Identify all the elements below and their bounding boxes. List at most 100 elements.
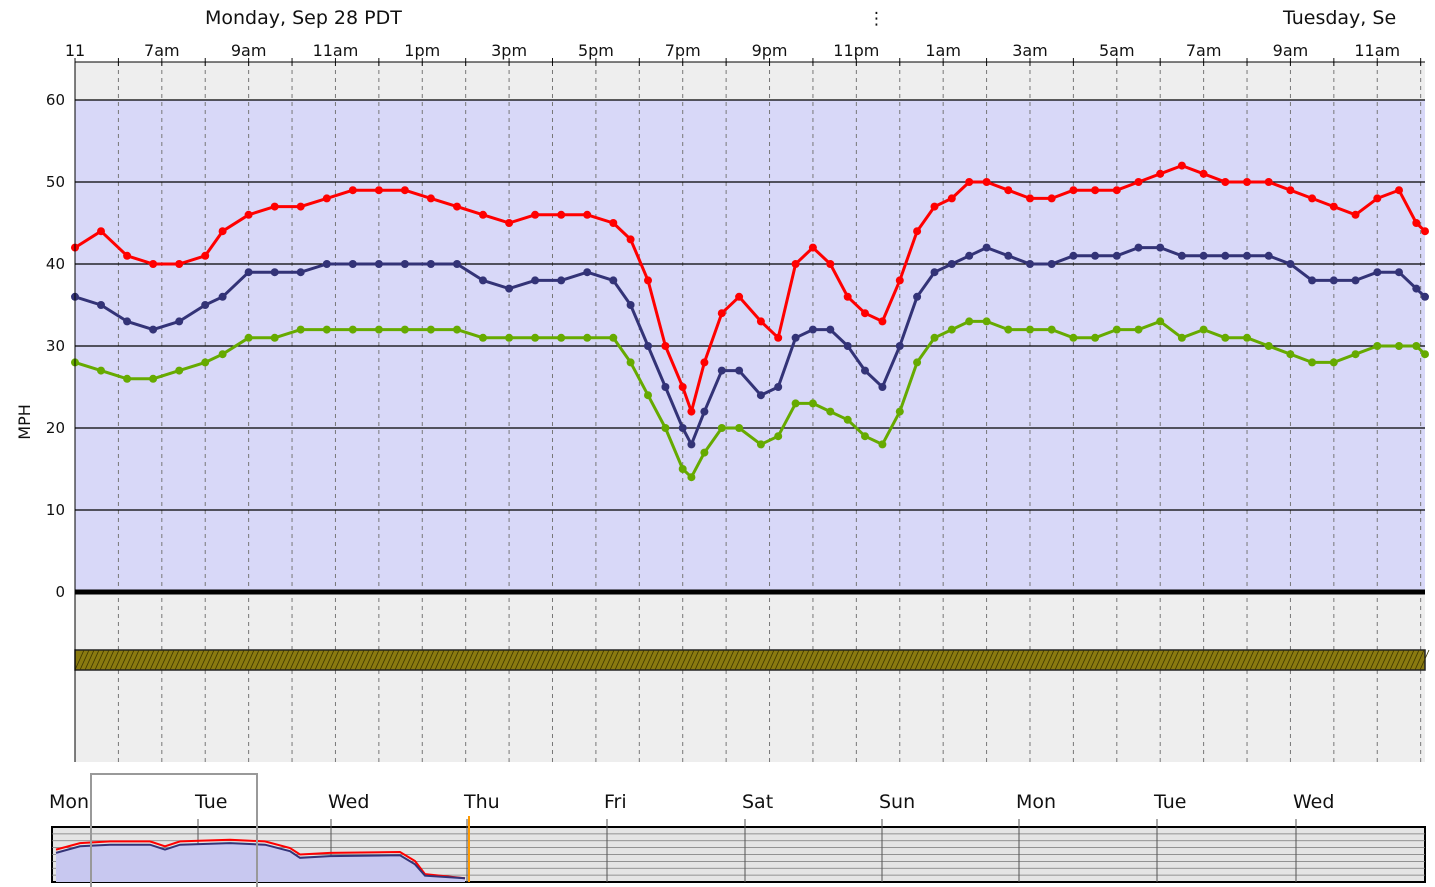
- direction-hatch: [1069, 649, 1080, 671]
- direction-hatch: [734, 649, 745, 671]
- data-point-average: [808, 325, 817, 334]
- direction-hatch: [889, 649, 900, 671]
- direction-hatch: [499, 649, 510, 671]
- direction-hatch: [754, 649, 765, 671]
- data-point-gust: [400, 186, 409, 195]
- direction-hatch: [304, 649, 315, 671]
- direction-hatch: [1299, 649, 1310, 671]
- data-point-lull: [453, 325, 461, 334]
- data-point-lull: [826, 407, 835, 416]
- data-point-lull: [296, 325, 305, 334]
- direction-hatch: [664, 649, 675, 671]
- direction-hatch: [1074, 649, 1085, 671]
- direction-hatch: [114, 649, 125, 671]
- direction-hatch: [299, 649, 310, 671]
- direction-hatch: [1309, 649, 1320, 671]
- data-point-gust: [1047, 194, 1056, 203]
- direction-hatch: [309, 649, 320, 671]
- overview-day-label: Mon: [1016, 791, 1056, 813]
- data-point-average: [1286, 260, 1295, 268]
- data-point-average: [1177, 251, 1186, 260]
- direction-hatch: [204, 649, 215, 671]
- data-point-average: [1373, 268, 1382, 277]
- direction-hatch: [1324, 649, 1335, 671]
- data-point-average: [1421, 292, 1429, 301]
- data-point-lull: [700, 448, 709, 457]
- data-point-lull: [557, 333, 566, 342]
- direction-hatch: [434, 649, 445, 671]
- direction-hatch: [784, 649, 795, 671]
- data-point-average: [270, 268, 279, 277]
- direction-hatch: [769, 649, 780, 671]
- data-point-gust: [1004, 186, 1013, 195]
- direction-hatch: [1189, 649, 1200, 671]
- y-tick-label: 40: [46, 255, 65, 273]
- direction-hatch: [444, 649, 455, 671]
- data-point-gust: [913, 227, 922, 236]
- data-point-average: [678, 424, 687, 432]
- data-point-gust: [808, 243, 817, 252]
- data-point-average: [644, 342, 652, 350]
- data-point-lull: [1286, 350, 1295, 359]
- data-point-average: [505, 284, 514, 293]
- data-point-average: [982, 243, 991, 252]
- data-point-average: [374, 260, 383, 268]
- date-label-left: Monday, Sep 28 PDT: [205, 7, 402, 29]
- direction-hatch: [989, 649, 1000, 671]
- direction-hatch: [1169, 649, 1180, 671]
- direction-hatch: [1244, 649, 1255, 671]
- direction-hatch: [1294, 649, 1305, 671]
- direction-hatch: [639, 649, 650, 671]
- data-point-average: [1026, 260, 1034, 268]
- data-point-gust: [1264, 178, 1273, 186]
- data-point-lull: [861, 432, 869, 441]
- direction-hatch: [869, 649, 880, 671]
- direction-hatch: [1049, 649, 1060, 671]
- direction-hatch: [1259, 649, 1270, 671]
- direction-hatch: [144, 649, 155, 671]
- data-point-gust: [1112, 186, 1121, 195]
- direction-hatch: [1054, 649, 1065, 671]
- direction-hatch: [1109, 649, 1120, 671]
- x-tick-label: 11: [65, 41, 85, 60]
- data-point-average: [717, 366, 726, 375]
- direction-hatch: [1134, 649, 1145, 671]
- direction-hatch: [339, 649, 350, 671]
- direction-hatch: [354, 649, 365, 671]
- direction-hatch: [619, 649, 630, 671]
- direction-hatch: [1359, 649, 1370, 671]
- data-point-average: [1264, 251, 1273, 260]
- x-tick-label: 11am: [313, 41, 359, 60]
- direction-hatch: [1009, 649, 1020, 671]
- overview-day-label: Wed: [1293, 791, 1334, 813]
- data-point-lull: [756, 440, 765, 449]
- direction-hatch: [219, 649, 230, 671]
- overview-selection-window[interactable]: [90, 773, 258, 887]
- direction-hatch: [329, 649, 340, 671]
- overview-day-label: Mon: [49, 791, 89, 813]
- data-point-lull: [1134, 325, 1143, 334]
- direction-hatch: [429, 649, 440, 671]
- x-tick-label: 7am: [144, 41, 180, 60]
- direction-hatch: [589, 649, 600, 671]
- direction-hatch: [1129, 649, 1140, 671]
- date-label-right: Tuesday, Se: [1282, 7, 1396, 29]
- data-point-gust: [557, 210, 566, 219]
- data-point-lull: [1308, 358, 1317, 367]
- data-point-lull: [1156, 317, 1165, 326]
- direction-hatch: [594, 649, 605, 671]
- data-point-gust: [1351, 210, 1360, 219]
- direction-hatch: [1099, 649, 1110, 671]
- direction-hatch: [979, 649, 990, 671]
- data-point-average: [531, 276, 540, 285]
- data-point-gust: [756, 317, 765, 326]
- data-point-average: [1329, 276, 1338, 285]
- direction-hatch: [1354, 649, 1365, 671]
- direction-hatch: [904, 649, 915, 671]
- data-point-gust: [700, 358, 709, 367]
- direction-hatch: [454, 649, 465, 671]
- data-point-gust: [930, 202, 939, 211]
- direction-hatch: [854, 649, 865, 671]
- data-point-gust: [1421, 227, 1429, 236]
- x-tick-label: 5am: [1099, 41, 1135, 60]
